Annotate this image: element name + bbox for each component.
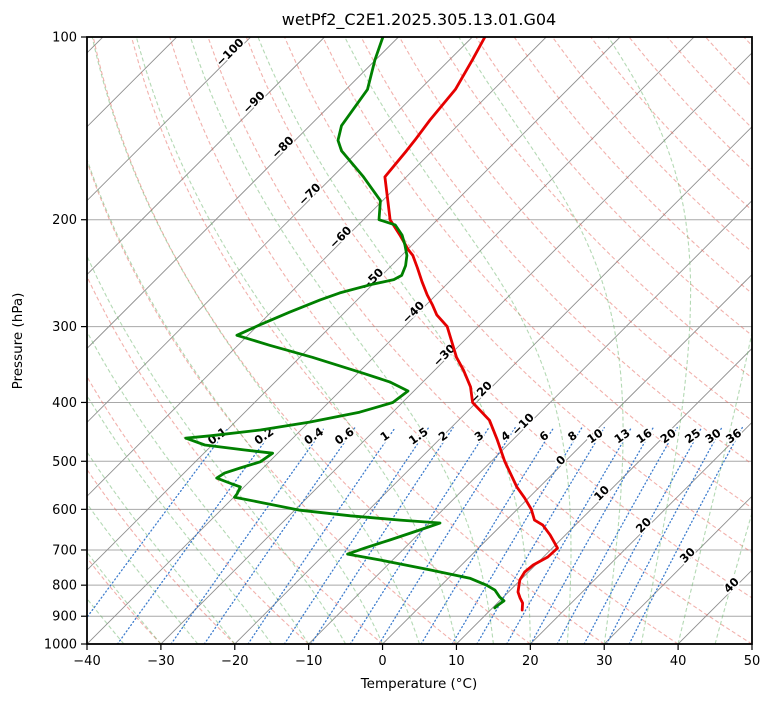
- isotherm-label: 20: [633, 515, 654, 536]
- temp-tick-label: 50: [744, 654, 761, 669]
- pressure-tick-label: 100: [52, 31, 77, 46]
- y-axis-label: Pressure (hPa): [10, 293, 26, 390]
- dry-adiabat-line: [208, 37, 752, 644]
- pressure-tick-label: 1000: [44, 638, 77, 653]
- temp-tick-label: 20: [522, 654, 539, 669]
- line-labels: −100−90−80−70−60−50−40−30−20−10010203040…: [205, 35, 744, 595]
- moist-adiabat-line: [0, 37, 198, 644]
- pressure-gridlines: [87, 37, 752, 644]
- temp-tick-label: 10: [448, 654, 465, 669]
- pressure-tick-label: 400: [52, 396, 77, 411]
- isotherm-label: −60: [326, 223, 354, 251]
- moist-adiabat-line: [136, 37, 456, 644]
- mixing-ratio-line: [118, 428, 275, 644]
- plot-border: [87, 37, 752, 644]
- chart-title: wetPf2_C2E1.2025.305.13.01.G04: [282, 10, 556, 30]
- isotherm-line: [0, 37, 177, 644]
- mixing-ratio-label: 1.5: [406, 424, 431, 447]
- isotherm-label: −10: [509, 410, 537, 438]
- mixing-ratio-label: 8: [565, 428, 580, 444]
- mixing-ratio-line: [284, 428, 428, 644]
- isotherm-label: 40: [721, 575, 742, 596]
- moist-adiabat-lines: [0, 37, 775, 644]
- isotherm-label: 10: [591, 483, 612, 504]
- pressure-tick-label: 300: [52, 320, 77, 335]
- temp-tick-label: −20: [221, 654, 248, 669]
- dry-adiabat-line: [552, 37, 775, 644]
- temp-tick-label: 40: [670, 654, 687, 669]
- temp-tick-label: −40: [73, 654, 100, 669]
- moist-adiabat-line: [715, 37, 775, 644]
- isotherm-label: 30: [677, 545, 698, 566]
- dry-adiabat-line: [744, 37, 775, 644]
- temp-tick-label: 0: [378, 654, 386, 669]
- pressure-tick-label: 600: [52, 503, 77, 518]
- mixing-ratio-line: [248, 428, 395, 644]
- isotherm-line: [456, 37, 775, 644]
- isotherm-label: −100: [213, 35, 247, 69]
- moist-adiabat-line: [752, 37, 775, 644]
- mixing-ratio-label: 13: [612, 426, 633, 447]
- mixing-ratio-label: 25: [682, 426, 703, 447]
- mixing-ratio-line: [507, 428, 632, 644]
- dry-adiabat-line: [629, 37, 775, 644]
- mixing-ratio-line: [477, 428, 604, 644]
- mixing-ratio-label: 36: [723, 426, 744, 447]
- pressure-tick-label: 200: [52, 213, 77, 228]
- pressure-tick-label: 700: [52, 543, 77, 558]
- moist-adiabat-line: [258, 37, 530, 644]
- mixing-ratio-label: 16: [633, 426, 654, 447]
- mixing-ratio-label: 0.4: [301, 424, 326, 447]
- moist-adiabat-line: [608, 37, 690, 644]
- mixing-ratio-label: 20: [658, 426, 679, 447]
- isotherm-label: −50: [358, 265, 386, 293]
- moist-adiabat-line: [0, 37, 309, 644]
- plot-layers: −100−90−80−70−60−50−40−30−20−10010203040…: [0, 31, 775, 670]
- isotherm-line: [13, 37, 620, 644]
- isotherm-label: −80: [269, 133, 297, 161]
- isotherm-line: [0, 37, 325, 644]
- temp-tick-label: −10: [295, 654, 322, 669]
- axes: 1002003004005006007008009001000−40−30−20…: [44, 31, 760, 670]
- isotherm-line: [87, 37, 694, 644]
- pressure-tick-label: 500: [52, 455, 77, 470]
- pressure-tick-label: 800: [52, 579, 77, 594]
- x-axis-label: Temperature (°C): [360, 676, 478, 692]
- pressure-tick-label: 900: [52, 610, 77, 625]
- mixing-ratio-line: [607, 428, 722, 644]
- temp-tick-label: −30: [147, 654, 174, 669]
- isotherm-line: [752, 37, 775, 644]
- moist-adiabat-line: [0, 37, 272, 644]
- isotherm-line: [530, 37, 775, 644]
- isotherm-label: −90: [240, 88, 268, 116]
- temp-tick-label: 30: [596, 654, 613, 669]
- dry-adiabat-line: [132, 37, 605, 644]
- isotherm-line: [383, 37, 775, 644]
- dry-adiabat-line: [0, 37, 309, 644]
- isotherm-line: [0, 37, 251, 644]
